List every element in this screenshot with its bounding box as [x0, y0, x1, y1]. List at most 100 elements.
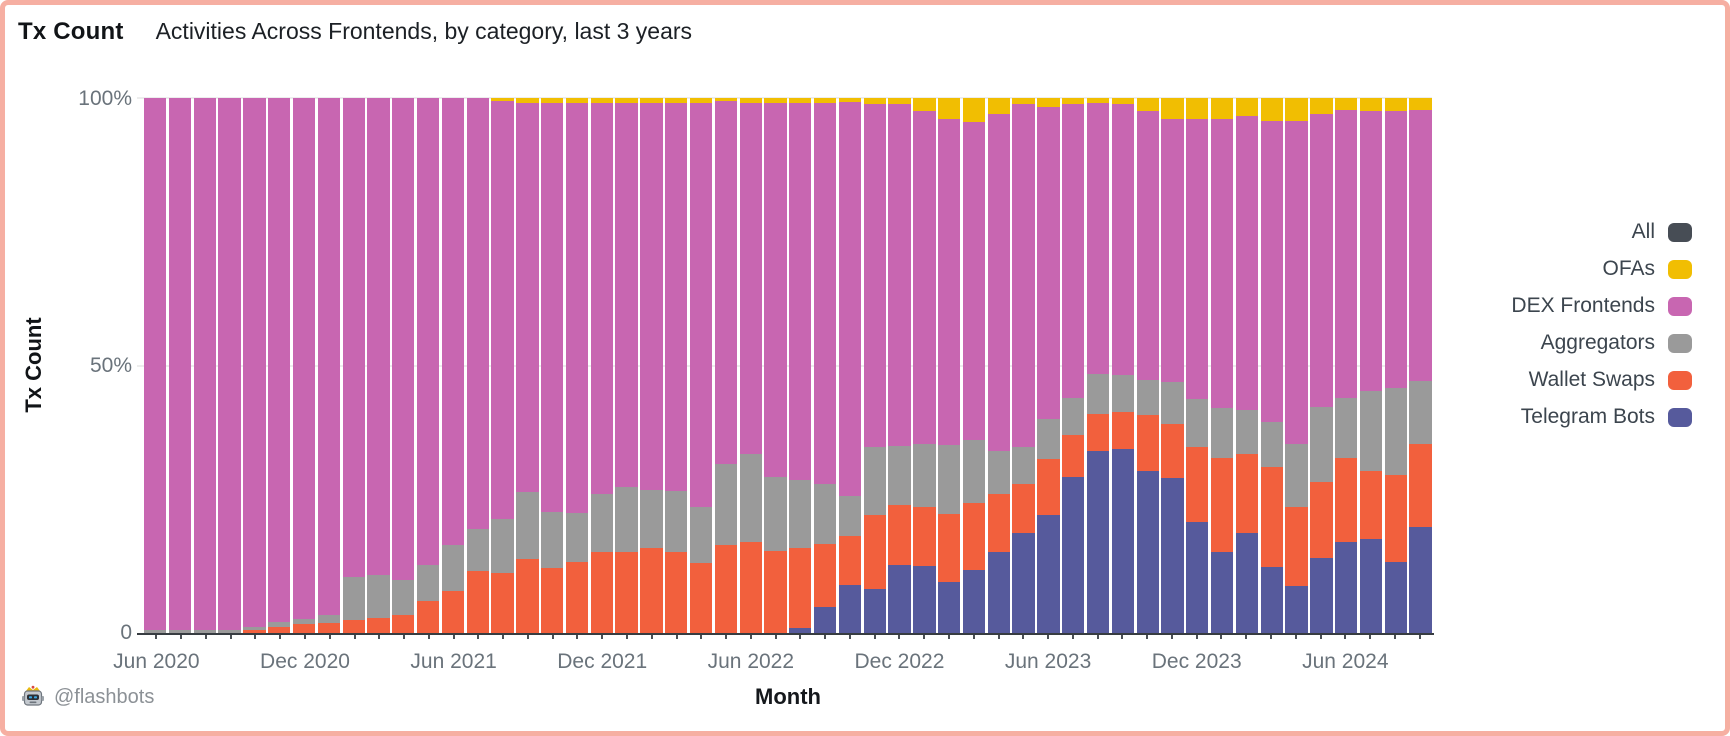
- segment-telegram-bots: [1235, 532, 1259, 633]
- bar-feb-2021: [342, 98, 365, 633]
- segment-ofas: [1086, 98, 1110, 103]
- segment-dex-frontends: [838, 102, 862, 497]
- segment-aggregators: [789, 480, 812, 549]
- segment-dex-frontends: [243, 98, 266, 627]
- segment-aggregators: [764, 476, 787, 551]
- segment-wallet-swaps: [1086, 413, 1110, 451]
- legend-swatch-wallet-swaps: [1668, 370, 1692, 390]
- segment-dex-frontends: [268, 98, 291, 623]
- y-tick-0: 0: [120, 621, 132, 644]
- segment-ofas: [1161, 98, 1184, 119]
- x-tick-label: Jun 2020: [113, 650, 200, 673]
- segment-ofas: [764, 98, 787, 104]
- x-tick: [1047, 635, 1050, 639]
- segment-wallet-swaps: [292, 624, 316, 633]
- segment-aggregators: [317, 615, 340, 624]
- segment-ofas: [789, 98, 812, 104]
- segment-telegram-bots: [838, 585, 862, 633]
- segment-dex-frontends: [1012, 103, 1035, 447]
- legend-item-telegram-bots[interactable]: Telegram Bots: [1511, 405, 1692, 429]
- legend-item-ofas[interactable]: OFAs: [1511, 257, 1692, 281]
- segment-aggregators: [987, 450, 1010, 495]
- segment-telegram-bots: [1161, 478, 1184, 633]
- segment-telegram-bots: [789, 627, 812, 633]
- segment-telegram-bots: [938, 582, 961, 633]
- segment-telegram-bots: [987, 552, 1010, 633]
- segment-ofas: [1037, 98, 1060, 107]
- x-tick: [799, 635, 802, 639]
- segment-dex-frontends: [392, 98, 415, 581]
- segment-aggregators: [1111, 375, 1134, 413]
- x-tick-label: Jun 2021: [410, 650, 497, 673]
- segment-aggregators: [739, 454, 762, 543]
- legend-item-wallet-swaps[interactable]: Wallet Swaps: [1511, 368, 1692, 392]
- segment-aggregators: [466, 529, 489, 572]
- segment-aggregators: [392, 580, 415, 615]
- segment-telegram-bots: [1409, 526, 1432, 633]
- bar-aug-2023: [1086, 98, 1110, 633]
- x-axis-labels: Jun 2020 Dec 2020 Jun 2021 Dec 2021 Jun 2022…: [0, 650, 1730, 676]
- bar-jan-2021: [317, 98, 340, 633]
- bar-apr-2022: [689, 98, 713, 633]
- plot-area: [144, 98, 1432, 633]
- segment-wallet-swaps: [268, 626, 291, 633]
- attribution-handle: @flashbots: [54, 685, 155, 708]
- segment-aggregators: [615, 486, 638, 553]
- segment-ofas: [1409, 98, 1432, 110]
- segment-aggregators: [665, 490, 688, 553]
- x-tick: [873, 635, 876, 639]
- segment-telegram-bots: [1260, 567, 1283, 633]
- bar-oct-2023: [1136, 98, 1159, 633]
- bar-jul-2021: [466, 98, 489, 633]
- segment-dex-frontends: [218, 98, 241, 630]
- segment-telegram-bots: [1186, 522, 1209, 633]
- segment-wallet-swaps: [1012, 483, 1035, 533]
- segment-aggregators: [590, 493, 613, 553]
- segment-aggregators: [1384, 388, 1407, 476]
- x-tick: [1121, 635, 1124, 639]
- bar-jan-2023: [913, 98, 936, 633]
- chart-subtitle: Activities Across Frontends, by category…: [155, 18, 693, 44]
- legend-item-dex-frontends[interactable]: DEX Frontends: [1511, 294, 1692, 318]
- bar-aug-2020: [193, 98, 216, 633]
- segment-dex-frontends: [516, 103, 539, 493]
- segment-ofas: [1235, 98, 1259, 117]
- segment-dex-frontends: [193, 98, 216, 630]
- bar-may-2023: [1012, 98, 1035, 633]
- bar-jul-2024: [1359, 98, 1383, 633]
- segment-aggregators: [367, 575, 390, 619]
- legend-item-all[interactable]: All: [1511, 220, 1692, 244]
- segment-wallet-swaps: [913, 506, 936, 567]
- footer: @flashbots: [20, 684, 154, 710]
- segment-wallet-swaps: [367, 618, 390, 633]
- segment-aggregators: [541, 511, 564, 568]
- x-tick: [898, 635, 901, 639]
- segment-wallet-swaps: [764, 550, 787, 633]
- segment-telegram-bots: [1285, 586, 1308, 633]
- segment-telegram-bots: [962, 569, 986, 633]
- bar-jul-2020: [168, 98, 192, 633]
- segment-wallet-swaps: [1111, 412, 1134, 449]
- bar-may-2021: [416, 98, 440, 633]
- segment-wallet-swaps: [1161, 423, 1184, 479]
- segment-dex-frontends: [1037, 106, 1060, 420]
- segment-ofas: [1310, 98, 1333, 115]
- segment-aggregators: [1285, 444, 1308, 508]
- segment-dex-frontends: [987, 114, 1010, 451]
- segment-dex-frontends: [1210, 118, 1234, 409]
- segment-aggregators: [342, 576, 365, 620]
- segment-aggregators: [1260, 421, 1283, 468]
- segment-aggregators: [243, 626, 266, 631]
- x-tick: [1195, 635, 1198, 639]
- segment-aggregators: [1409, 381, 1432, 445]
- legend-item-aggregators[interactable]: Aggregators: [1511, 331, 1692, 355]
- segment-dex-frontends: [416, 98, 440, 565]
- bar-aug-2024: [1384, 98, 1407, 633]
- segment-aggregators: [268, 622, 291, 627]
- segment-aggregators: [1359, 390, 1383, 472]
- segment-aggregators: [962, 439, 986, 503]
- x-tick: [650, 635, 653, 639]
- segment-telegram-bots: [1384, 561, 1407, 633]
- segment-wallet-swaps: [962, 503, 986, 570]
